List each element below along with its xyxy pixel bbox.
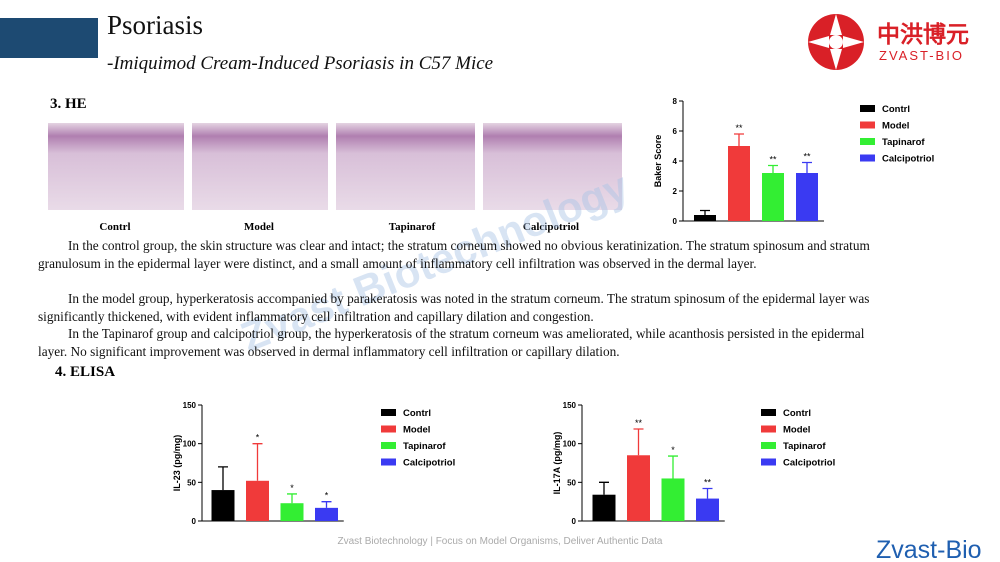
paragraph: In the control group, the skin structure… bbox=[38, 238, 870, 271]
legend-label: Model bbox=[783, 425, 810, 436]
legend-label: Contrl bbox=[403, 408, 431, 419]
significance: ** bbox=[735, 123, 743, 133]
y-tick-label: 150 bbox=[563, 401, 577, 410]
legend-swatch bbox=[381, 409, 396, 416]
y-tick-label: 50 bbox=[187, 478, 196, 487]
error-bar bbox=[287, 493, 297, 504]
y-tick-label: 6 bbox=[673, 127, 678, 136]
significance: * bbox=[290, 483, 294, 493]
significance: ** bbox=[704, 478, 712, 488]
y-tick-label: 150 bbox=[183, 401, 197, 410]
bar bbox=[627, 455, 650, 521]
logo-cn: 中洪博元 bbox=[877, 21, 969, 47]
legend-label: Model bbox=[882, 121, 909, 132]
error-bar bbox=[802, 161, 812, 173]
bar bbox=[762, 173, 784, 221]
title: Psoriasis bbox=[107, 10, 203, 40]
legend-label: Tapinarof bbox=[783, 441, 826, 452]
bar bbox=[694, 215, 716, 221]
legend-label: Contrl bbox=[882, 104, 910, 115]
section-heading: 3. HE bbox=[50, 96, 87, 112]
bar bbox=[246, 480, 269, 521]
y-tick-label: 0 bbox=[572, 517, 577, 526]
significance: * bbox=[671, 445, 675, 455]
y-tick-label: 4 bbox=[673, 157, 678, 166]
bar bbox=[315, 507, 338, 521]
subtitle: -Imiquimod Cream-Induced Psoriasis in C5… bbox=[107, 53, 493, 74]
legend-swatch bbox=[761, 458, 776, 466]
legend-label: Calcipotriol bbox=[882, 154, 934, 165]
title-bar bbox=[0, 18, 98, 58]
significance: * bbox=[256, 433, 260, 443]
significance: ** bbox=[769, 155, 777, 165]
y-tick-label: 50 bbox=[567, 478, 576, 487]
y-tick-label: 0 bbox=[192, 517, 197, 526]
bar bbox=[661, 478, 685, 521]
error-bar bbox=[633, 428, 644, 456]
error-bar bbox=[700, 209, 710, 215]
significance: * bbox=[325, 491, 329, 501]
legend-label: Tapinarof bbox=[882, 137, 925, 148]
image-label: Contrl bbox=[99, 221, 130, 233]
error-bar bbox=[252, 443, 263, 481]
bar bbox=[696, 498, 719, 521]
image-label: Calcipotriol bbox=[523, 221, 579, 233]
error-bar bbox=[218, 466, 228, 491]
image-label: Tapinarof bbox=[389, 221, 436, 233]
image-label: Model bbox=[244, 221, 274, 233]
significance: ** bbox=[803, 152, 811, 162]
error-bar bbox=[734, 133, 744, 146]
logo-icon bbox=[808, 14, 864, 70]
logo-en: ZVAST-BIO bbox=[879, 48, 964, 63]
y-tick-label: 100 bbox=[183, 440, 197, 449]
y-tick-label: 0 bbox=[673, 217, 678, 226]
legend-label: Model bbox=[403, 425, 430, 436]
legend-swatch bbox=[761, 425, 776, 433]
bar bbox=[211, 490, 235, 521]
legend-swatch bbox=[381, 425, 396, 433]
y-axis-label: Baker Score bbox=[653, 135, 663, 188]
brand: Zvast-Bio bbox=[876, 536, 982, 562]
paragraph: In the model group, hyperkeratosis accom… bbox=[38, 291, 870, 324]
error-bar bbox=[599, 481, 609, 495]
bar bbox=[280, 503, 304, 521]
y-tick-label: 8 bbox=[673, 97, 678, 106]
legend-swatch bbox=[860, 138, 875, 145]
bar bbox=[592, 494, 616, 521]
legend-swatch bbox=[381, 458, 396, 466]
y-axis-label: IL-17A (pg/mg) bbox=[552, 432, 562, 495]
error-bar bbox=[702, 487, 713, 499]
legend-swatch bbox=[381, 442, 396, 449]
bar bbox=[728, 146, 750, 221]
bar bbox=[796, 173, 818, 221]
legend-swatch bbox=[860, 105, 875, 112]
y-axis-label: IL-23 (pg/mg) bbox=[172, 435, 182, 492]
legend-label: Calcipotriol bbox=[403, 458, 455, 469]
legend-label: Contrl bbox=[783, 408, 811, 419]
paragraph: In the Tapinarof group and calcipotriol … bbox=[38, 326, 865, 359]
y-tick-label: 2 bbox=[673, 187, 678, 196]
section-heading: 4. ELISA bbox=[55, 364, 115, 380]
legend-swatch bbox=[860, 121, 875, 129]
footer: Zvast Biotechnology | Focus on Model Org… bbox=[338, 536, 663, 547]
legend-swatch bbox=[761, 409, 776, 416]
error-bar bbox=[768, 164, 778, 173]
legend-label: Calcipotriol bbox=[783, 458, 835, 469]
legend-swatch bbox=[860, 154, 875, 162]
he-images bbox=[48, 123, 622, 210]
error-bar bbox=[668, 455, 678, 479]
legend-swatch bbox=[761, 442, 776, 449]
legend-label: Tapinarof bbox=[403, 441, 446, 452]
y-tick-label: 100 bbox=[563, 440, 577, 449]
significance: ** bbox=[635, 418, 643, 428]
error-bar bbox=[321, 501, 332, 508]
